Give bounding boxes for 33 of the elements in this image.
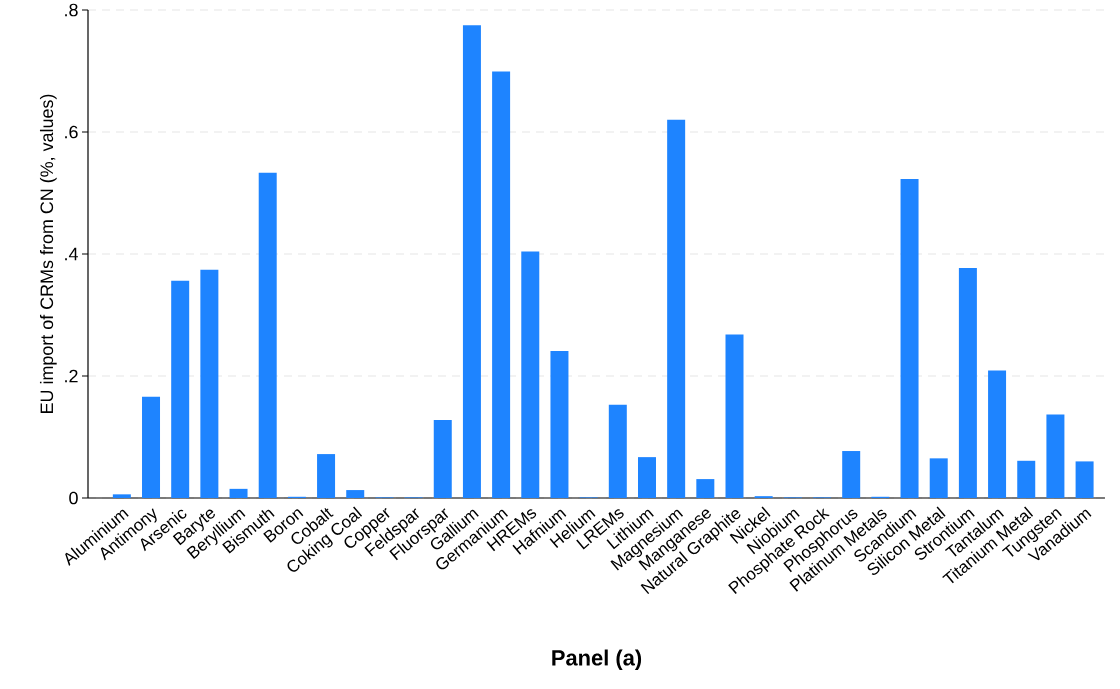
bar [550, 350, 569, 498]
y-axis-title: EU import of CRMs from CN (%, values) [39, 94, 57, 413]
y-tick-label: .8 [65, 3, 78, 17]
bar [112, 494, 131, 498]
bar [142, 396, 161, 498]
y-tick-label: 0 [69, 491, 78, 505]
bar [988, 370, 1007, 498]
bar [900, 178, 919, 498]
bar [317, 454, 336, 498]
bar [958, 268, 977, 498]
bar [696, 479, 715, 498]
y-tick-label: .2 [65, 369, 78, 383]
bar [346, 490, 365, 498]
bar [608, 404, 627, 498]
bar [492, 71, 511, 498]
bar [229, 488, 248, 498]
bar [462, 25, 481, 498]
bar [1017, 460, 1036, 498]
x-axis-title: Panel (a) [552, 649, 642, 670]
bar [842, 451, 861, 498]
bar [1046, 414, 1065, 498]
y-tick-label: .6 [65, 125, 78, 139]
bar [929, 458, 948, 498]
bar [725, 334, 744, 498]
bar [258, 172, 277, 498]
bar [521, 251, 540, 498]
bar [433, 419, 452, 498]
bar [667, 119, 686, 498]
bar [171, 280, 190, 498]
bar [637, 457, 656, 498]
bar [200, 269, 219, 498]
y-tick-label: .4 [65, 247, 78, 261]
bar [1075, 461, 1094, 498]
